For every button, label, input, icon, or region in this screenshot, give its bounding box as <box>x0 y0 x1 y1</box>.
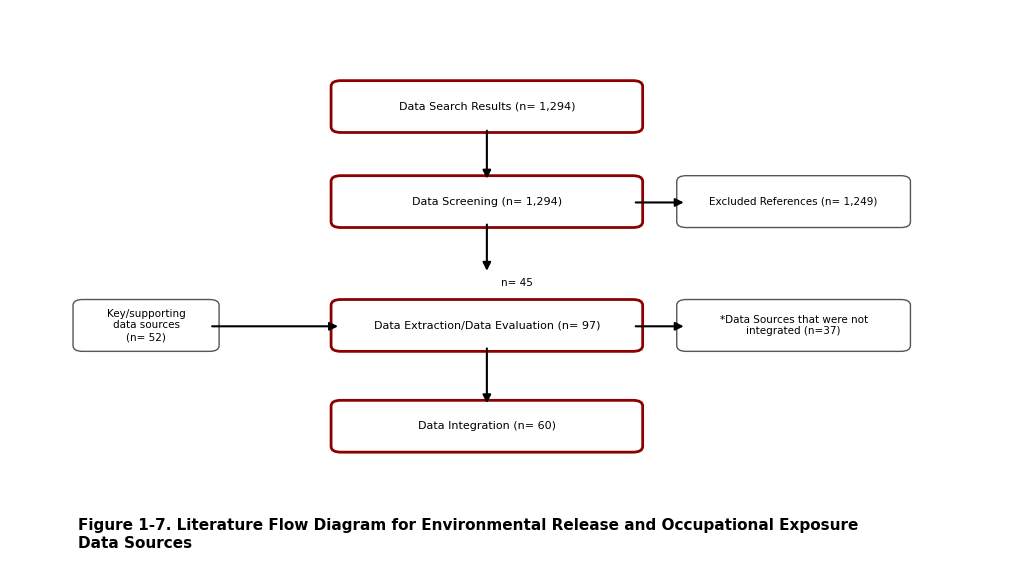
Text: n= 45: n= 45 <box>502 278 534 288</box>
Text: Key/supporting
data sources
(n= 52): Key/supporting data sources (n= 52) <box>106 309 185 342</box>
FancyBboxPatch shape <box>73 300 219 351</box>
FancyBboxPatch shape <box>331 176 643 228</box>
FancyBboxPatch shape <box>677 300 910 351</box>
Text: Figure 1-7. Literature Flow Diagram for Environmental Release and Occupational E: Figure 1-7. Literature Flow Diagram for … <box>78 518 858 551</box>
Text: Data Screening (n= 1,294): Data Screening (n= 1,294) <box>412 196 562 207</box>
FancyBboxPatch shape <box>677 176 910 228</box>
Text: Data Search Results (n= 1,294): Data Search Results (n= 1,294) <box>398 101 575 112</box>
Text: *Data Sources that were not
integrated (n=37): *Data Sources that were not integrated (… <box>720 314 867 336</box>
FancyBboxPatch shape <box>331 300 643 351</box>
FancyBboxPatch shape <box>331 81 643 132</box>
FancyBboxPatch shape <box>331 400 643 452</box>
Text: Data Extraction/Data Evaluation (n= 97): Data Extraction/Data Evaluation (n= 97) <box>374 320 600 331</box>
Text: Data Integration (n= 60): Data Integration (n= 60) <box>418 421 556 431</box>
Text: Excluded References (n= 1,249): Excluded References (n= 1,249) <box>710 196 878 207</box>
